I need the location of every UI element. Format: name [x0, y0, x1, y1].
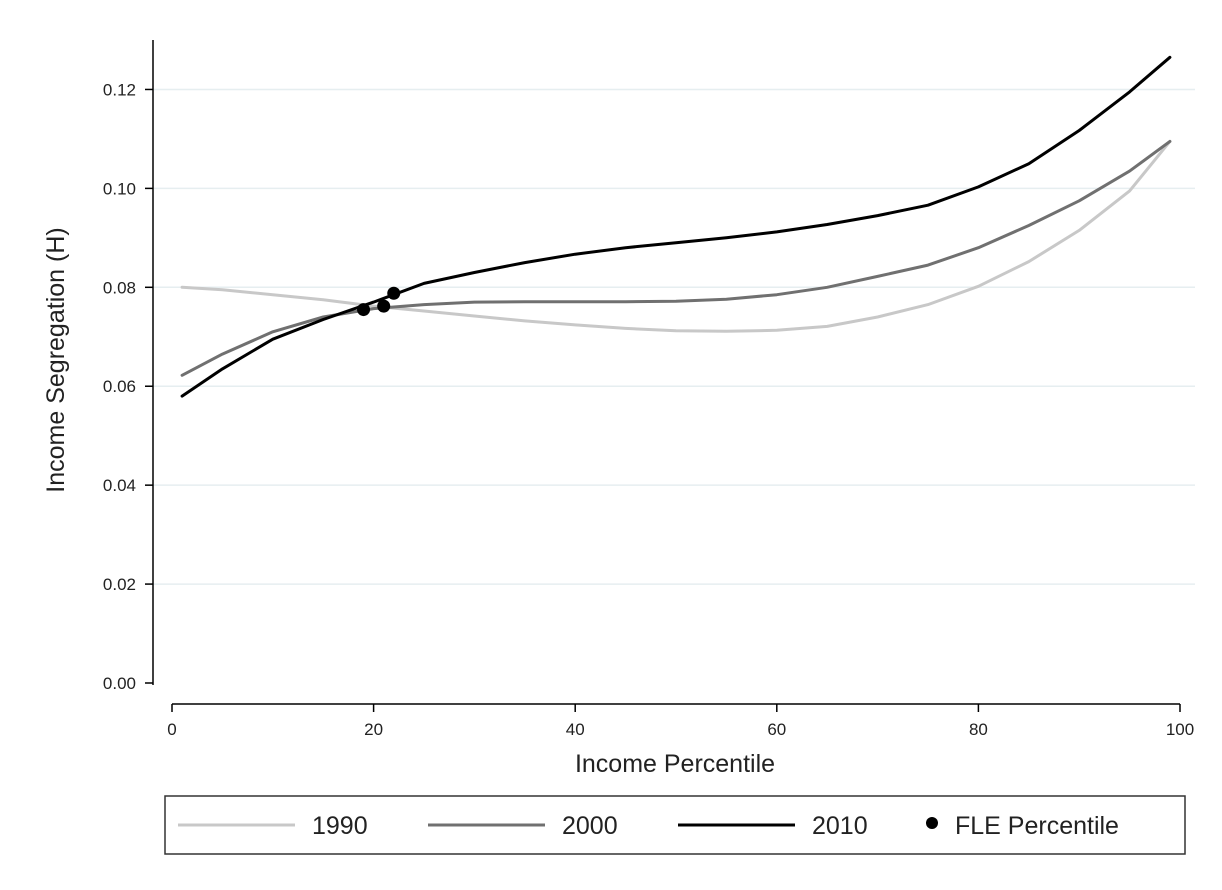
fle-point-2 — [387, 286, 401, 300]
legend-label-1990: 1990 — [312, 812, 368, 840]
y-tick-label-5: 0.10 — [103, 179, 136, 198]
axes — [152, 40, 1180, 705]
gridlines — [153, 88, 1195, 585]
y-tick-label-2: 0.04 — [103, 476, 136, 495]
y-tick-label-0: 0.00 — [103, 674, 136, 693]
legend: 1990 2000 2010 FLE Percentile — [164, 795, 1186, 855]
y-axis-title: Income Segregation (H) — [42, 227, 70, 492]
x-tick-label-1: 20 — [364, 720, 383, 739]
series-line-2010 — [180, 55, 1172, 398]
series-layer — [180, 55, 1172, 398]
y-tick-label-3: 0.06 — [103, 377, 136, 396]
series-line-1990 — [180, 139, 1172, 333]
legend-label-fle: FLE Percentile — [955, 812, 1119, 840]
x-tick-label-3: 60 — [767, 720, 786, 739]
points-layer — [357, 286, 401, 317]
legend-marker-fle — [926, 817, 938, 829]
x-tick-label-2: 40 — [566, 720, 585, 739]
legend-label-2010: 2010 — [812, 812, 868, 840]
legend-box — [164, 795, 1186, 855]
y-tick-label-4: 0.08 — [103, 278, 136, 297]
x-tick-label-0: 0 — [167, 720, 176, 739]
y-tick-label-1: 0.02 — [103, 575, 136, 594]
x-tick-label-5: 100 — [1166, 720, 1194, 739]
fle-point-0 — [357, 303, 371, 317]
x-ticks: 0 20 40 60 80 100 — [167, 704, 1194, 739]
y-ticks: 0.00 0.02 0.04 0.06 0.08 0.10 0.12 — [103, 80, 153, 693]
fle-point-1 — [377, 299, 391, 313]
x-tick-label-4: 80 — [969, 720, 988, 739]
legend-label-2000: 2000 — [562, 812, 618, 840]
x-axis-title: Income Percentile — [575, 750, 775, 778]
y-tick-label-6: 0.12 — [103, 80, 136, 99]
